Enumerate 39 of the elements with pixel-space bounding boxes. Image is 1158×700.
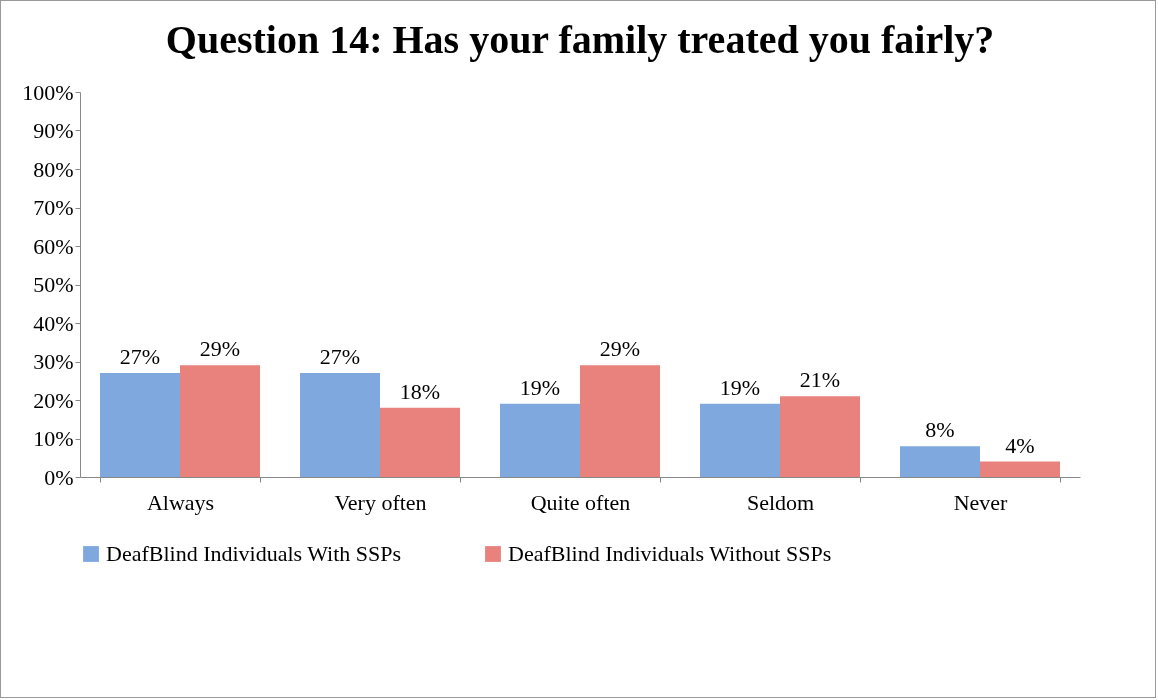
- y-tick-label: 100%: [22, 79, 74, 105]
- data-label: 4%: [1005, 432, 1035, 458]
- y-tick-label: 20%: [33, 387, 74, 413]
- bar: [500, 403, 580, 477]
- data-label: 21%: [799, 367, 841, 393]
- bar: [700, 403, 780, 477]
- data-label: 29%: [599, 336, 641, 362]
- x-tick-label: Quite often: [530, 489, 631, 515]
- x-tick-label: Seldom: [746, 489, 815, 515]
- x-tick-label: Never: [953, 489, 1009, 515]
- y-tick-label: 80%: [33, 156, 74, 182]
- y-tick-label: 40%: [33, 310, 74, 336]
- bar: [180, 365, 260, 477]
- y-tick-label: 90%: [33, 118, 74, 143]
- y-tick-label: 60%: [33, 233, 74, 259]
- y-tick-label: 30%: [33, 349, 74, 374]
- y-tick-label: 0%: [44, 464, 74, 490]
- data-label: 29%: [199, 336, 241, 362]
- data-label: 18%: [399, 378, 441, 404]
- bar: [300, 373, 380, 477]
- data-label: 8%: [925, 417, 955, 443]
- data-label: 19%: [519, 374, 561, 400]
- x-tick-label: Very often: [334, 489, 427, 515]
- y-tick-label: 10%: [33, 426, 74, 451]
- y-tick-label: 70%: [33, 195, 74, 220]
- bar: [580, 365, 660, 477]
- bar: [100, 373, 180, 477]
- bar: [380, 407, 460, 477]
- data-label: 27%: [319, 344, 361, 370]
- legend-label: DeafBlind Individuals Without SSPs: [508, 541, 832, 566]
- legend-label: DeafBlind Individuals With SSPs: [106, 541, 402, 566]
- chart-title: Question 14: Has your family treated you fairly?: [165, 17, 995, 62]
- bar: [900, 446, 980, 477]
- bar: [980, 461, 1060, 477]
- bar: [780, 396, 860, 477]
- data-label: 27%: [119, 344, 161, 370]
- y-tick-label: 50%: [33, 272, 74, 297]
- data-label: 19%: [719, 374, 761, 400]
- x-tick-label: Always: [146, 489, 215, 515]
